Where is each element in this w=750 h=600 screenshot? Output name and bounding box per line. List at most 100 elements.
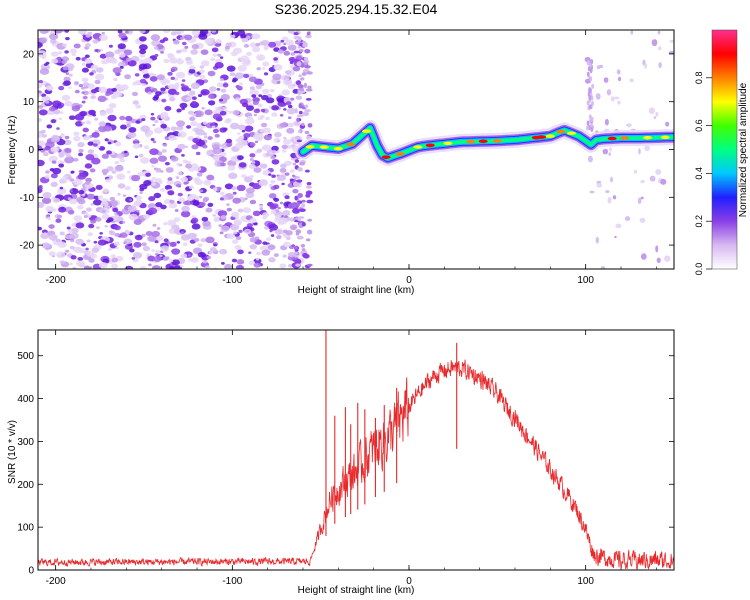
noise-speckle: [42, 191, 52, 199]
noise-speckle: [191, 128, 196, 131]
noise-speckle: [255, 84, 263, 90]
noise-speckle: [50, 136, 61, 143]
noise-speckle: [204, 38, 213, 44]
noise-speckle: [243, 132, 251, 138]
noise-speckle: [103, 205, 111, 211]
noise-speckle: [69, 262, 73, 266]
noise-speckle: [297, 36, 302, 42]
noise-speckle: [599, 64, 604, 69]
noise-speckle: [133, 219, 142, 225]
noise-speckle: [49, 168, 55, 172]
noise-speckle: [236, 85, 243, 90]
noise-speckle: [202, 198, 209, 203]
noise-speckle: [301, 222, 306, 227]
noise-speckle: [238, 82, 243, 86]
noise-speckle: [171, 248, 181, 255]
noise-speckle: [38, 226, 43, 231]
noise-speckle: [211, 47, 219, 53]
noise-speckle: [64, 135, 70, 140]
noise-speckle: [108, 103, 117, 109]
noise-speckle: [263, 72, 269, 76]
noise-speckle: [282, 234, 288, 238]
noise-speckle: [84, 58, 93, 64]
noise-speckle: [119, 65, 124, 69]
noise-speckle: [270, 155, 276, 160]
noise-speckle: [207, 100, 216, 106]
noise-speckle: [225, 109, 229, 113]
noise-speckle: [284, 215, 288, 218]
noise-speckle: [153, 256, 162, 263]
noise-speckle: [38, 201, 45, 208]
noise-speckle: [169, 241, 177, 247]
noise-speckle: [197, 94, 203, 98]
noise-speckle: [237, 249, 244, 255]
noise-speckle: [114, 165, 124, 172]
noise-speckle: [84, 180, 91, 185]
track-hotspot: [607, 136, 617, 141]
noise-speckle: [41, 242, 50, 249]
noise-speckle: [176, 125, 184, 131]
noise-speckle: [125, 230, 131, 235]
noise-speckle: [68, 86, 72, 89]
noise-speckle: [256, 108, 260, 112]
noise-speckle: [38, 105, 44, 109]
noise-speckle: [53, 30, 63, 34]
noise-speckle: [301, 248, 306, 251]
noise-speckle: [176, 162, 181, 166]
noise-speckle: [105, 107, 114, 114]
spectrogram-x-ticks: -200 -100 0 100: [46, 30, 657, 286]
noise-speckle: [669, 39, 674, 43]
noise-speckle: [68, 115, 76, 121]
noise-speckle: [127, 131, 137, 139]
y-tick-label: 500: [17, 351, 34, 362]
noise-speckle: [155, 202, 163, 208]
noise-speckle: [290, 97, 295, 101]
noise-speckle: [64, 100, 73, 107]
noise-speckle: [167, 71, 173, 76]
noise-speckle: [243, 176, 253, 183]
noise-speckle: [270, 234, 275, 237]
noise-speckle: [111, 257, 119, 263]
snr-x-label: Height of straight line (km): [298, 585, 415, 596]
noise-speckle: [108, 247, 113, 251]
noise-speckle: [185, 163, 193, 169]
noise-speckle: [73, 131, 80, 136]
noise-speckle: [91, 157, 101, 165]
track-hotspot: [545, 134, 555, 138]
noise-speckle: [81, 62, 86, 66]
noise-speckle: [191, 113, 196, 117]
noise-speckle: [614, 96, 620, 100]
noise-speckle: [277, 174, 287, 182]
noise-speckle: [93, 195, 100, 200]
noise-speckle: [281, 89, 291, 96]
noise-speckle: [226, 203, 230, 206]
noise-speckle: [132, 139, 140, 145]
noise-speckle: [307, 218, 313, 222]
noise-speckle: [237, 208, 244, 213]
noise-speckle: [66, 226, 71, 230]
noise-speckle: [49, 39, 57, 44]
noise-speckle: [149, 148, 159, 156]
noise-speckle: [38, 186, 43, 191]
spectrogram-y-ticks: 20 10 0 -10 -20: [20, 49, 674, 252]
noise-speckle: [295, 263, 301, 267]
noise-speckle: [221, 261, 225, 265]
noise-speckle: [206, 174, 215, 181]
noise-speckle: [210, 57, 216, 62]
noise-speckle: [38, 159, 45, 167]
noise-speckle: [167, 219, 177, 227]
noise-speckle: [56, 127, 60, 130]
noise-speckle: [283, 108, 287, 111]
noise-speckle: [77, 142, 85, 148]
noise-speckle: [48, 251, 56, 257]
noise-speckle: [117, 30, 123, 34]
colorbar-bar: [711, 29, 738, 270]
noise-speckle: [644, 145, 650, 152]
noise-speckle: [288, 104, 293, 109]
noise-speckle: [50, 51, 59, 57]
noise-speckle: [273, 137, 281, 143]
noise-speckle: [58, 85, 65, 91]
noise-speckle: [287, 202, 297, 209]
track-hotspot: [492, 139, 502, 143]
noise-speckle: [273, 253, 279, 257]
